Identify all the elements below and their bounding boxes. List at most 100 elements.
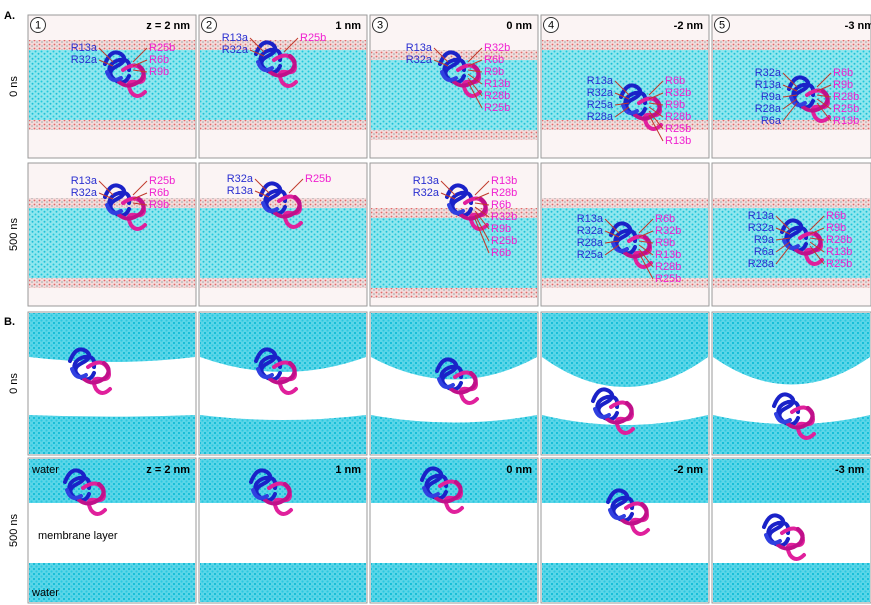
residue-label: R32b [484,42,510,54]
row-label: 500 ns [8,513,20,547]
residue-label: R6b [491,199,511,211]
residue-label: R25b [826,258,852,270]
residue-label: R9b [149,199,169,211]
panel [712,312,871,455]
residue-label: R13b [665,135,691,147]
z-label: -2 nm [674,20,704,32]
residue-label: R6b [491,247,511,259]
residue-label: R13b [833,115,859,127]
z-label: -2 nm [674,464,704,476]
residue-label: R28b [484,90,510,102]
membrane [542,208,708,278]
residue-label: R9a [761,91,782,103]
residue-label: R13a [755,79,782,91]
residue-label: R28a [577,237,604,249]
row-label: 500 ns [8,217,20,251]
residue-label: R6b [149,54,169,66]
residue-label: R13b [484,78,510,90]
row-label: 0 ns [8,373,20,394]
section-label: A. [4,10,15,22]
residue-label: R28b [655,261,681,273]
residue-label: R6b [833,67,853,79]
panel-number: 3 [377,19,383,31]
region-label: water [31,464,59,476]
panel: 21 nmR13aR32aR25b [199,15,367,158]
residue-label: R13a [71,42,98,54]
panel-number: 1 [35,19,41,31]
panel [28,312,196,455]
panel-number: 2 [206,19,212,31]
water-bottom [29,415,195,454]
residue-label: R13b [655,249,681,261]
figure: A. B. 0 ns1z = 2 nmR25bR13aR32aR6bR9b21 … [0,0,871,605]
row-label: 0 ns [8,76,20,97]
panel-number: 4 [548,19,554,31]
residue-label: R32b [491,211,517,223]
residue-label: R32a [748,222,775,234]
residue-label: R25b [491,235,517,247]
residue-label: R9b [484,66,504,78]
panel: R13bR28bR6bR32bR9bR13aR32aR25bR6b [370,163,538,306]
residue-label: R6b [149,187,169,199]
residue-label: R13a [71,175,98,187]
residue-label: R25b [305,173,331,185]
residue-label: R32a [227,173,254,185]
membrane [29,208,195,278]
panel: -3 nm [712,458,871,603]
membrane [371,218,537,288]
residue-label: R32b [655,225,681,237]
residue-label: R28a [755,103,782,115]
residue-label: R13b [491,175,517,187]
residue-label: R9b [655,237,675,249]
residue-label: R6b [826,210,846,222]
residue-label: R28b [491,187,517,199]
z-label: -3 nm [845,20,871,32]
region-label: membrane layer [38,530,118,542]
residue-label: R13a [587,75,614,87]
residue-label: R25b [149,175,175,187]
residue-label: R9a [754,234,775,246]
residue-label: R6a [761,115,782,127]
residue-label: R13a [406,42,433,54]
panel: R32aR13a R25b [199,163,367,306]
residue-label: R13a [222,32,249,44]
residue-label: R32a [587,87,614,99]
water-bottom [713,563,870,602]
residue-label: R32a [71,54,98,66]
residue-label: R28b [833,91,859,103]
residue-label: R25b [300,32,326,44]
residue-label: R6b [665,75,685,87]
residue-label: R28b [826,234,852,246]
residue-label: R9b [665,99,685,111]
membrane [371,60,537,130]
panel: 30 nmR13aR32bR6bR32aR9bR13bR28bR25b [370,15,538,158]
residue-label: R28a [748,258,775,270]
residue-label: R32a [577,225,604,237]
residue-label: R9b [833,79,853,91]
water-bottom [200,415,366,454]
panel [199,312,367,455]
residue-label: R13a [577,213,604,225]
water-bottom [371,563,537,602]
panel: -2 nm [541,458,709,603]
panel: 0 nm [370,458,538,603]
residue-label: R28b [665,111,691,123]
water-top [29,313,195,362]
z-label: z = 2 nm [146,464,190,476]
residue-label: R13a [227,185,254,197]
residue-label: R32a [222,44,249,56]
residue-label: R25b [484,102,510,114]
residue-label: R13a [748,210,775,222]
z-label: -3 nm [835,464,865,476]
residue-label: R32a [755,67,782,79]
panel-grid: 0 ns1z = 2 nmR25bR13aR32aR6bR9b21 nmR13a… [8,15,871,603]
residue-label: R9b [491,223,511,235]
residue-label: R6a [754,246,775,258]
residue-label: R6b [655,213,675,225]
residue-label: R32a [406,54,433,66]
region-label: water [31,587,59,599]
panel-number: 5 [719,19,725,31]
